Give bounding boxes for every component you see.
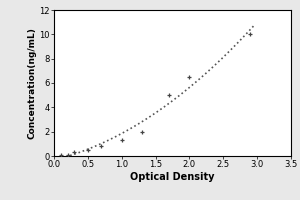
- Y-axis label: Concentration(ng/mL): Concentration(ng/mL): [28, 27, 37, 139]
- X-axis label: Optical Density: Optical Density: [130, 172, 215, 182]
